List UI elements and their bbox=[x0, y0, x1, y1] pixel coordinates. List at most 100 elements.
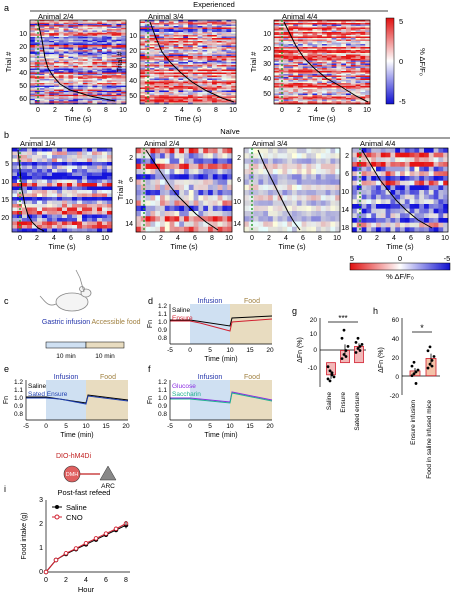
heatmap-cell bbox=[207, 71, 213, 73]
heatmap-cell bbox=[331, 96, 337, 99]
heatmap-cell bbox=[58, 81, 64, 84]
heatmap-cell bbox=[409, 166, 415, 172]
heatmap-cell bbox=[179, 158, 185, 165]
heatmap-cell bbox=[296, 195, 302, 201]
heatmap-cell bbox=[226, 42, 232, 45]
heatmap-cell bbox=[326, 83, 332, 85]
heatmap-cell bbox=[202, 101, 208, 103]
heatmap-cell bbox=[68, 26, 74, 29]
heatmap-cell bbox=[39, 76, 45, 79]
heatmap-cell bbox=[216, 86, 222, 88]
heatmap-cell bbox=[288, 51, 294, 54]
heatmap-cell bbox=[355, 20, 361, 22]
heatmap-cell bbox=[149, 54, 155, 57]
heatmap-cell bbox=[72, 165, 78, 170]
heatmap-cell bbox=[44, 60, 50, 63]
heatmap-cell bbox=[212, 205, 218, 212]
heatmap-cell bbox=[203, 190, 209, 196]
heatmap-cell bbox=[355, 21, 361, 24]
heatmap-cell bbox=[355, 66, 361, 69]
heatmap-cell bbox=[179, 190, 185, 196]
heatmap-cell bbox=[317, 56, 323, 58]
heatmap-cell bbox=[336, 50, 342, 52]
heatmap-cell bbox=[277, 169, 283, 175]
heatmap-cell bbox=[231, 39, 237, 42]
heatmap-cell bbox=[197, 20, 203, 22]
heatmap-cell bbox=[222, 174, 228, 180]
heatmap-cell bbox=[438, 185, 444, 191]
heatmap-cell bbox=[72, 172, 78, 177]
heatmap-cell bbox=[231, 32, 237, 34]
heatmap-cell bbox=[278, 50, 284, 52]
heatmap-cell bbox=[78, 34, 84, 37]
heatmap-cell bbox=[173, 89, 179, 91]
heatmap-cell bbox=[192, 27, 198, 30]
heatmap-cell bbox=[253, 216, 259, 222]
heatmap-cell bbox=[207, 26, 213, 28]
heatmap-cell bbox=[298, 75, 304, 78]
heatmap-cell bbox=[121, 83, 127, 85]
heatmap-cell bbox=[154, 63, 160, 66]
heatmap-cell bbox=[39, 26, 45, 29]
heatmap-cell bbox=[78, 30, 84, 33]
heatmap-cell bbox=[42, 225, 48, 229]
heatmap-cell bbox=[92, 48, 98, 51]
heatmap-cell bbox=[365, 51, 371, 54]
heatmap-cell bbox=[92, 63, 98, 65]
heatmap-cell bbox=[159, 69, 165, 72]
heatmap-cell bbox=[173, 71, 179, 73]
heatmap-cell bbox=[227, 205, 233, 212]
heatmap-cell bbox=[140, 101, 146, 103]
heatmap-cell bbox=[92, 46, 98, 48]
heatmap-cell bbox=[216, 71, 222, 73]
heatmap-cell bbox=[197, 95, 203, 97]
heatmap-cell bbox=[216, 32, 222, 34]
heatmap-cell bbox=[150, 205, 156, 212]
heatmap-cell bbox=[400, 157, 406, 163]
heatmap-cell bbox=[121, 43, 127, 46]
heatmap-cell bbox=[231, 27, 237, 30]
heatmap-cell bbox=[212, 53, 218, 55]
heatmap-cell bbox=[67, 158, 73, 163]
heatmap-cell bbox=[160, 153, 166, 159]
heatmap-cell bbox=[97, 214, 103, 219]
heatmap-cell bbox=[67, 221, 73, 226]
heatmap-cell bbox=[17, 221, 23, 226]
heatmap-cell bbox=[188, 226, 194, 233]
heatmap-cell bbox=[97, 39, 103, 42]
heatmap-cell bbox=[52, 148, 58, 152]
heatmap-cell bbox=[424, 171, 430, 177]
heatmap-cell bbox=[248, 200, 254, 207]
heatmap-cell bbox=[107, 158, 113, 163]
heatmap-cell bbox=[30, 94, 36, 97]
heatmap-cell bbox=[121, 44, 127, 47]
heatmap-cell bbox=[68, 75, 74, 77]
heatmap-cell bbox=[174, 184, 180, 191]
heatmap-cell bbox=[52, 151, 58, 156]
heatmap-cell bbox=[322, 41, 328, 43]
heatmap-cell bbox=[78, 80, 84, 82]
heatmap-cell bbox=[302, 60, 308, 63]
heatmap-cell bbox=[331, 21, 337, 24]
heatmap-cell bbox=[326, 93, 332, 96]
first-bite-curve bbox=[145, 149, 219, 231]
heatmap-cell bbox=[226, 63, 232, 66]
heatmap-cell bbox=[27, 193, 33, 198]
heatmap-cell bbox=[244, 158, 250, 165]
heatmap-cell bbox=[168, 35, 174, 37]
heatmap-cell bbox=[82, 42, 88, 44]
heatmap-cell bbox=[145, 169, 151, 175]
heatmap-cell bbox=[92, 50, 98, 52]
heatmap-cell bbox=[312, 62, 318, 64]
heatmap-cell bbox=[311, 205, 317, 212]
heatmap-cell bbox=[78, 26, 84, 29]
heatmap-cell bbox=[102, 225, 108, 229]
x-tick: 0 bbox=[18, 235, 22, 242]
heatmap-cell bbox=[72, 183, 78, 187]
y-tick: 50 bbox=[129, 93, 137, 100]
heatmap-cell bbox=[111, 97, 117, 100]
heatmap-cell bbox=[207, 68, 213, 70]
heatmap-cell bbox=[202, 24, 208, 27]
heatmap-cell bbox=[72, 200, 78, 205]
heatmap-cell bbox=[97, 81, 103, 84]
